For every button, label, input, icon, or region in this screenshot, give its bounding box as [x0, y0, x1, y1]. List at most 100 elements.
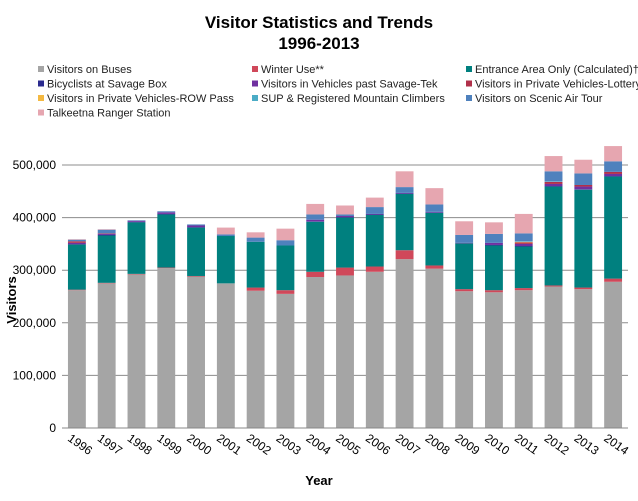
bar-segment — [395, 187, 414, 193]
bar-segment — [246, 287, 265, 291]
bar-segment — [276, 245, 295, 291]
bar-segment — [306, 214, 325, 220]
bar-segment — [365, 213, 384, 215]
chart-title: Visitor Statistics and Trends — [205, 13, 433, 32]
bar-segment — [544, 171, 563, 182]
x-tick-label: 2004 — [303, 431, 333, 458]
bar-segment — [574, 189, 593, 288]
legend-label: SUP & Registered Mountain Climbers — [261, 93, 445, 105]
bar-segment — [216, 236, 235, 284]
bar-segment — [336, 214, 354, 217]
x-axis-title: Year — [305, 473, 332, 488]
bar-segment — [514, 241, 533, 242]
bar-segment — [544, 286, 563, 428]
bar-segment — [306, 277, 325, 428]
bar-segment — [544, 183, 563, 187]
bar-segment — [455, 243, 474, 290]
bar-segment — [514, 213, 533, 234]
bar-segment — [127, 274, 146, 428]
bar-segment — [187, 225, 205, 228]
x-tick-label: 2007 — [393, 431, 423, 458]
bar-segment — [97, 233, 116, 235]
bar-segment — [306, 271, 325, 278]
y-axis-title: Visitors — [4, 276, 19, 323]
legend-label: Bicyclists at Savage Box — [47, 79, 167, 91]
bar-segment — [574, 184, 593, 187]
bar-segment — [157, 267, 176, 269]
bar-segment — [157, 268, 176, 428]
bar-segment — [336, 267, 354, 276]
bar-segment — [604, 281, 623, 428]
legend-swatch — [252, 66, 258, 72]
legend-label: Visitors on Scenic Air Tour — [475, 93, 603, 105]
bar-segment — [425, 265, 444, 269]
bar-segment — [67, 241, 86, 243]
x-tick-label: 2011 — [512, 431, 541, 457]
bar-segment — [514, 233, 533, 242]
x-tick-label: 1999 — [155, 431, 185, 458]
bar-segment — [574, 173, 593, 185]
bar-segment — [514, 243, 533, 247]
bar-segment — [604, 171, 623, 174]
y-tick-label: 400,000 — [13, 211, 57, 225]
y-tick-label: 500,000 — [13, 158, 57, 172]
bar-segment — [395, 192, 414, 194]
bar-segment — [276, 228, 295, 241]
bar-segment — [187, 227, 205, 276]
legend-label: Visitors in Private Vehicles-ROW Pass — [47, 93, 234, 105]
bar-segment — [425, 204, 444, 212]
bar-segment — [395, 259, 414, 428]
bar-segment — [276, 240, 295, 246]
x-tick-label: 2005 — [333, 431, 363, 458]
bar-segment — [246, 237, 265, 242]
bar-segment — [485, 245, 503, 291]
bar-segment — [485, 292, 503, 428]
legend-swatch — [252, 95, 258, 101]
bar-segment — [455, 234, 474, 243]
bar-segment — [216, 283, 235, 428]
bar-segment — [127, 220, 146, 221]
legend-swatch — [466, 95, 472, 101]
bar-segment — [187, 276, 205, 428]
bar-segment — [336, 275, 354, 428]
bar-segment — [425, 211, 444, 213]
bar-segment — [365, 214, 384, 215]
bar-segment — [365, 197, 384, 208]
bar-segment — [365, 207, 384, 214]
bar-segment — [514, 246, 533, 289]
y-tick-label: 0 — [49, 421, 56, 435]
x-tick-label: 2012 — [542, 431, 572, 458]
bar-segment — [97, 283, 116, 428]
bar-segment — [306, 203, 325, 215]
bar-segment — [365, 271, 384, 428]
x-tick-label: 2008 — [423, 431, 453, 458]
y-tick-label: 100,000 — [13, 368, 57, 382]
legend-swatch — [38, 66, 44, 72]
x-tick-label: 2013 — [572, 431, 602, 458]
x-tick-label: 2002 — [244, 431, 274, 458]
bar-segment — [544, 156, 563, 172]
y-tick-label: 300,000 — [13, 263, 57, 277]
bar-segment — [67, 290, 86, 428]
bar-segment — [157, 212, 176, 214]
bar-segment — [604, 278, 623, 282]
legend-label: Winter Use** — [261, 64, 325, 76]
x-tick-label: 2009 — [452, 431, 482, 458]
bar-segment — [157, 214, 176, 268]
bar-segment — [246, 232, 265, 238]
bar-segment — [544, 285, 563, 287]
bar-segment — [395, 193, 414, 251]
x-tick-label: 2000 — [184, 431, 214, 458]
bar-segment — [485, 290, 503, 293]
x-tick-label: 2001 — [214, 431, 244, 458]
bar-segment — [455, 289, 474, 292]
bar-segment — [604, 161, 623, 172]
bar-segment — [276, 290, 295, 294]
bar-segment — [395, 171, 414, 188]
legend-swatch — [38, 109, 44, 116]
x-tick-labels: 1996 1997 1998 1999 2000 2001 2002 2003 2004 2005… — [65, 431, 631, 458]
bar-segment — [97, 235, 116, 283]
bar-segment — [97, 234, 116, 236]
bar-segment — [336, 217, 354, 218]
bar-segment — [187, 224, 205, 226]
